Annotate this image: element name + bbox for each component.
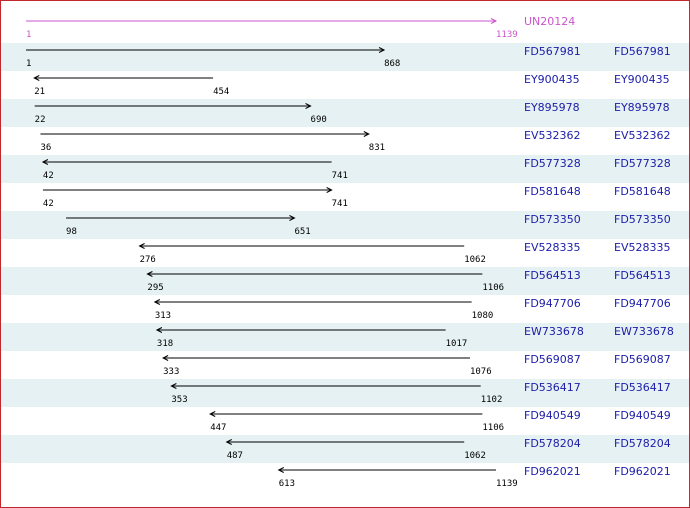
sequence-name[interactable]: EY900435 — [524, 73, 580, 86]
arrow-head — [378, 47, 386, 53]
sequence-name[interactable]: FD536417 — [524, 381, 581, 394]
sequence-name[interactable]: FD578204 — [524, 437, 581, 450]
start-label: 276 — [140, 255, 156, 265]
sequence-name[interactable]: FD567981 — [524, 45, 581, 58]
start-label: 98 — [66, 227, 77, 237]
sequence-link[interactable]: FD578204 — [614, 437, 671, 450]
start-label: 487 — [227, 451, 243, 461]
arrow-head — [490, 18, 498, 24]
start-label: 42 — [43, 171, 54, 181]
arrow-head — [41, 159, 49, 165]
end-label: 1106 — [482, 283, 504, 293]
row-band — [1, 211, 689, 239]
end-label: 651 — [294, 227, 310, 237]
arrow-head — [225, 439, 232, 445]
arrow-head — [170, 383, 177, 389]
arrow-head — [363, 131, 370, 137]
start-label: 353 — [171, 395, 187, 405]
sequence-link[interactable]: FD962021 — [614, 465, 671, 478]
sequence-name[interactable]: FD573350 — [524, 213, 581, 226]
row-band — [1, 155, 689, 183]
start-label: 333 — [163, 367, 179, 377]
sequence-name[interactable]: FD581648 — [524, 185, 581, 198]
sequence-link[interactable]: FD536417 — [614, 381, 671, 394]
sequence-link[interactable]: FD940549 — [614, 409, 671, 422]
arrow-head — [155, 327, 163, 333]
row-band — [1, 435, 689, 463]
end-label: 1017 — [446, 339, 468, 349]
start-label: 22 — [35, 115, 46, 125]
start-label: 21 — [34, 87, 45, 97]
sequence-link[interactable]: FD577328 — [614, 157, 671, 170]
row-band — [1, 99, 689, 127]
sequence-link[interactable]: FD567981 — [614, 45, 671, 58]
sequence-name[interactable]: EV528335 — [524, 241, 580, 254]
sequence-link[interactable]: FD947706 — [614, 297, 671, 310]
arrow-head — [305, 103, 312, 109]
sequence-name[interactable]: FD947706 — [524, 297, 581, 310]
end-label: 454 — [213, 87, 229, 97]
arrow-head — [161, 355, 169, 361]
sequence-link[interactable]: FD581648 — [614, 185, 671, 198]
end-label: 1139 — [496, 30, 518, 40]
end-label: 741 — [332, 171, 348, 181]
end-label: 1102 — [481, 395, 503, 405]
sequence-name[interactable]: FD962021 — [524, 465, 581, 478]
end-label: 1080 — [472, 311, 494, 321]
arrow-head — [138, 243, 145, 249]
sequence-name[interactable]: FD564513 — [524, 269, 581, 282]
start-label: 318 — [157, 339, 173, 349]
sequence-link[interactable]: EY900435 — [614, 73, 670, 86]
start-label: 313 — [155, 311, 171, 321]
start-label: 613 — [279, 479, 295, 489]
end-label: 1062 — [464, 451, 486, 461]
end-label: 1076 — [470, 367, 492, 377]
sequence-link[interactable]: EW733678 — [614, 325, 674, 338]
row-band — [1, 267, 689, 295]
arrow-head — [146, 271, 153, 277]
arrow-head — [153, 299, 161, 305]
sequence-name[interactable]: EV532362 — [524, 129, 580, 142]
end-label: 741 — [332, 199, 348, 209]
arrow-head — [289, 215, 296, 221]
start-label: 42 — [43, 199, 54, 209]
sequence-link[interactable]: EY895978 — [614, 101, 670, 114]
sequence-link[interactable]: EV532362 — [614, 129, 670, 142]
end-label: 1106 — [482, 423, 504, 433]
sequence-name[interactable]: FD569087 — [524, 353, 581, 366]
start-label: 447 — [210, 423, 226, 433]
end-label: 868 — [384, 59, 400, 69]
arrow-head — [326, 187, 333, 193]
reference-name: UN20124 — [524, 15, 575, 28]
sequence-link[interactable]: EV528335 — [614, 241, 670, 254]
sequence-name[interactable]: EY895978 — [524, 101, 580, 114]
end-label: 690 — [311, 115, 327, 125]
sequence-name[interactable]: EW733678 — [524, 325, 584, 338]
sequence-link[interactable]: FD564513 — [614, 269, 671, 282]
arrow-head — [33, 75, 40, 81]
arrow-head — [277, 467, 284, 473]
arrow-head — [209, 411, 216, 417]
end-label: 1062 — [464, 255, 486, 265]
start-label: 1 — [26, 59, 31, 69]
sequence-link[interactable]: FD569087 — [614, 353, 671, 366]
start-label: 1 — [26, 30, 31, 40]
sequence-link[interactable]: FD573350 — [614, 213, 671, 226]
start-label: 36 — [40, 143, 51, 153]
end-label: 1139 — [496, 479, 518, 489]
row-band — [1, 323, 689, 351]
sequence-name[interactable]: FD940549 — [524, 409, 581, 422]
row-band — [1, 43, 689, 71]
start-label: 295 — [147, 283, 163, 293]
row-band — [1, 379, 689, 407]
end-label: 831 — [369, 143, 385, 153]
sequence-name[interactable]: FD577328 — [524, 157, 581, 170]
